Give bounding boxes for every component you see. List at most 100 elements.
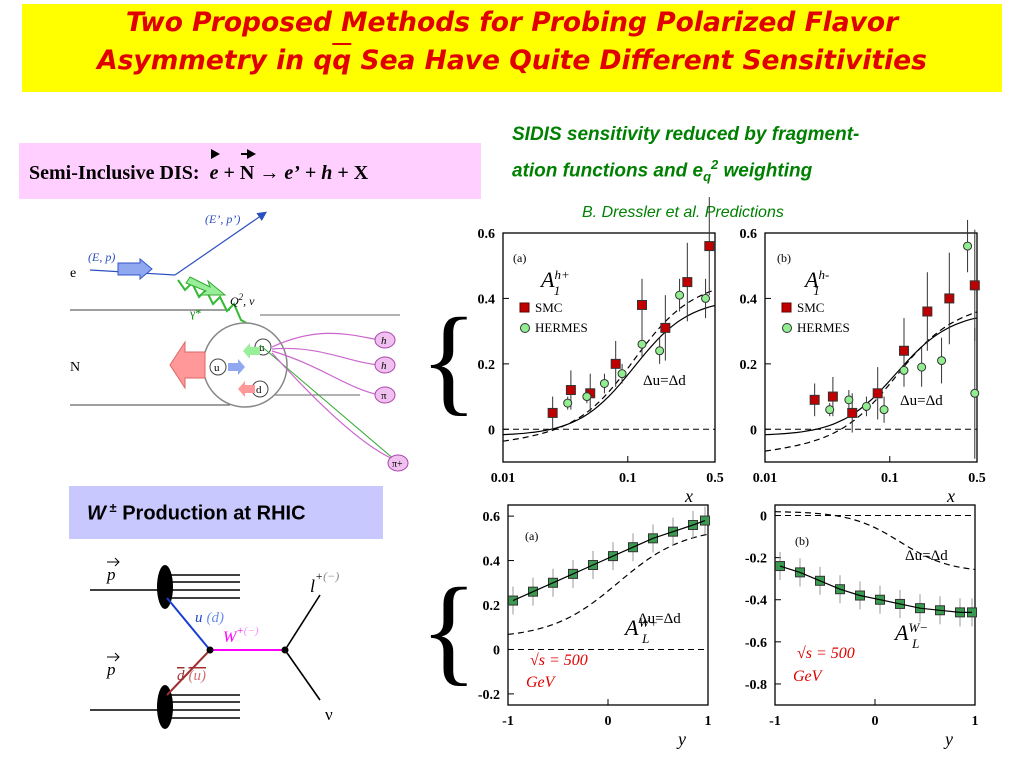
data-point-square	[704, 241, 715, 252]
brace-top: {	[420, 293, 468, 426]
note-sup-2: 2	[711, 157, 719, 172]
note-line-1: SIDIS sensitivity reduced by fragment-	[512, 124, 860, 145]
panel-label: (a)	[525, 529, 538, 543]
legend-marker-hermes	[520, 323, 530, 333]
x-tick-label: 0.1	[619, 471, 637, 486]
plot-frame-A1_hminus	[764, 232, 978, 463]
data-point-square	[922, 306, 933, 317]
hadron-h: h	[321, 162, 333, 184]
legend-label-smc: SMC	[535, 300, 562, 315]
data-point-circle	[825, 405, 835, 415]
proton-bottom-blob	[157, 685, 173, 729]
dbar-label: d (u)	[177, 668, 206, 684]
legend-marker-hermes	[782, 323, 792, 333]
theory-curve-dashed	[774, 511, 976, 571]
hadron-h-1-label: h	[381, 335, 387, 347]
x-axis-label: y	[676, 729, 686, 749]
hadron-pi	[374, 386, 396, 404]
sidis-reaction: Semi-Inclusive DIS: e + N → e’ + h + X	[29, 149, 369, 185]
hadron-line-1	[271, 332, 381, 348]
plus-2: +	[299, 162, 322, 184]
p-bottom-label: p	[106, 660, 116, 679]
quark-d-spin-icon	[238, 381, 255, 397]
x-tick-label: 0.01	[753, 471, 778, 486]
data-point-circle	[655, 346, 665, 356]
plus-x: + X	[332, 162, 369, 184]
gev-label: GeV	[793, 668, 824, 685]
annotation-delta: Δu=Δd	[905, 548, 948, 564]
legend-marker-smc	[519, 302, 530, 313]
y-tick-label: 0.2	[478, 358, 496, 373]
quark-u-2-label: u	[214, 362, 220, 374]
hadron-h-2-label: h	[381, 360, 387, 372]
theory-curve-dashed	[502, 289, 716, 442]
note-sub-q: q	[703, 169, 712, 185]
w-label-text: Production at RHIC	[116, 502, 306, 525]
hadron-pi-plus-label: π+	[392, 459, 403, 470]
data-point-circle	[675, 290, 685, 300]
gev-label: GeV	[526, 674, 557, 691]
photon-spin-arrow-icon	[185, 276, 227, 296]
data-point-circle	[937, 356, 947, 366]
nucleon-spin-arrow-icon	[169, 340, 206, 390]
w-production-box: W ± Production at RHIC	[69, 486, 383, 539]
panel-label: (a)	[513, 251, 526, 265]
title-qbar: q	[332, 45, 352, 76]
series-line	[779, 565, 972, 613]
p-bottom-arrow-icon	[107, 652, 120, 662]
y-tick-label: 0.4	[483, 555, 501, 570]
quark-u-1-label: u	[259, 342, 265, 354]
data-point-square	[898, 345, 909, 356]
p-top-arrow-icon	[107, 557, 120, 567]
legend-label-hermes: HERMES	[797, 320, 850, 335]
quark-u-2	[209, 358, 227, 376]
x-axis-label: x	[946, 486, 955, 506]
title-bar: Two Proposed Methods for Probing Polariz…	[22, 4, 1002, 92]
hadron-h-1	[374, 331, 396, 349]
panel-label: (b)	[777, 251, 791, 265]
asymmetry-label: Ah+ 1	[539, 267, 570, 298]
hadron-pi-label: π	[381, 390, 387, 402]
data-point-circle	[617, 369, 627, 379]
x-tick-label: -1	[502, 714, 514, 729]
x-tick-label: -1	[769, 714, 781, 729]
dbar-quark-line	[166, 649, 211, 696]
title-text-a: Asymmetry in q	[97, 45, 333, 76]
y-tick-label: 0.4	[740, 292, 758, 307]
annotation-delta: Δu=Δd	[900, 393, 943, 409]
hadron-line-2	[271, 347, 381, 366]
y-tick-label: 0.4	[478, 292, 496, 307]
w-pm: ±	[105, 500, 117, 515]
sqrt-s-label: √s = 500	[797, 645, 855, 662]
y-tick-label: -0.8	[745, 678, 767, 693]
y-tick-label: 0	[493, 643, 500, 658]
y-tick-label: 0.2	[483, 599, 501, 614]
sidis-reaction-box: Semi-Inclusive DIS: e + N → e’ + h + X	[19, 143, 481, 199]
note-line-2: ation functions and eq2 weighting	[512, 150, 1002, 192]
data-point-circle	[582, 392, 592, 402]
u-label: u (d)	[195, 610, 224, 626]
note-text-b: weighting	[718, 160, 813, 182]
data-point-square	[944, 293, 955, 304]
theory-curve-solid	[502, 304, 716, 436]
x-tick-label: 0	[872, 714, 879, 729]
data-point-square	[565, 385, 576, 396]
photon-label: γ*	[189, 306, 201, 320]
quark-u1-spin-icon	[243, 343, 260, 359]
w-symbol: W	[87, 502, 106, 525]
series-line	[512, 520, 706, 602]
asymmetry-label: AW+ L	[623, 615, 658, 646]
data-point-square	[610, 358, 621, 369]
beam-in-label: (E, p)	[88, 250, 115, 264]
neutrino-line	[284, 649, 321, 701]
x-tick-label: 0.5	[706, 471, 724, 486]
nucleon-vector: N	[239, 149, 257, 184]
data-point-square	[700, 515, 710, 526]
sqrt-s-label: √s = 500	[530, 652, 588, 669]
data-point-circle	[701, 293, 711, 303]
data-point-circle	[844, 395, 854, 405]
x-tick-label: 0.1	[881, 471, 899, 486]
sidis-label: Semi-Inclusive DIS:	[29, 162, 200, 184]
data-point-circle	[970, 388, 980, 398]
w-production-label: W ± Production at RHIC	[87, 500, 306, 526]
